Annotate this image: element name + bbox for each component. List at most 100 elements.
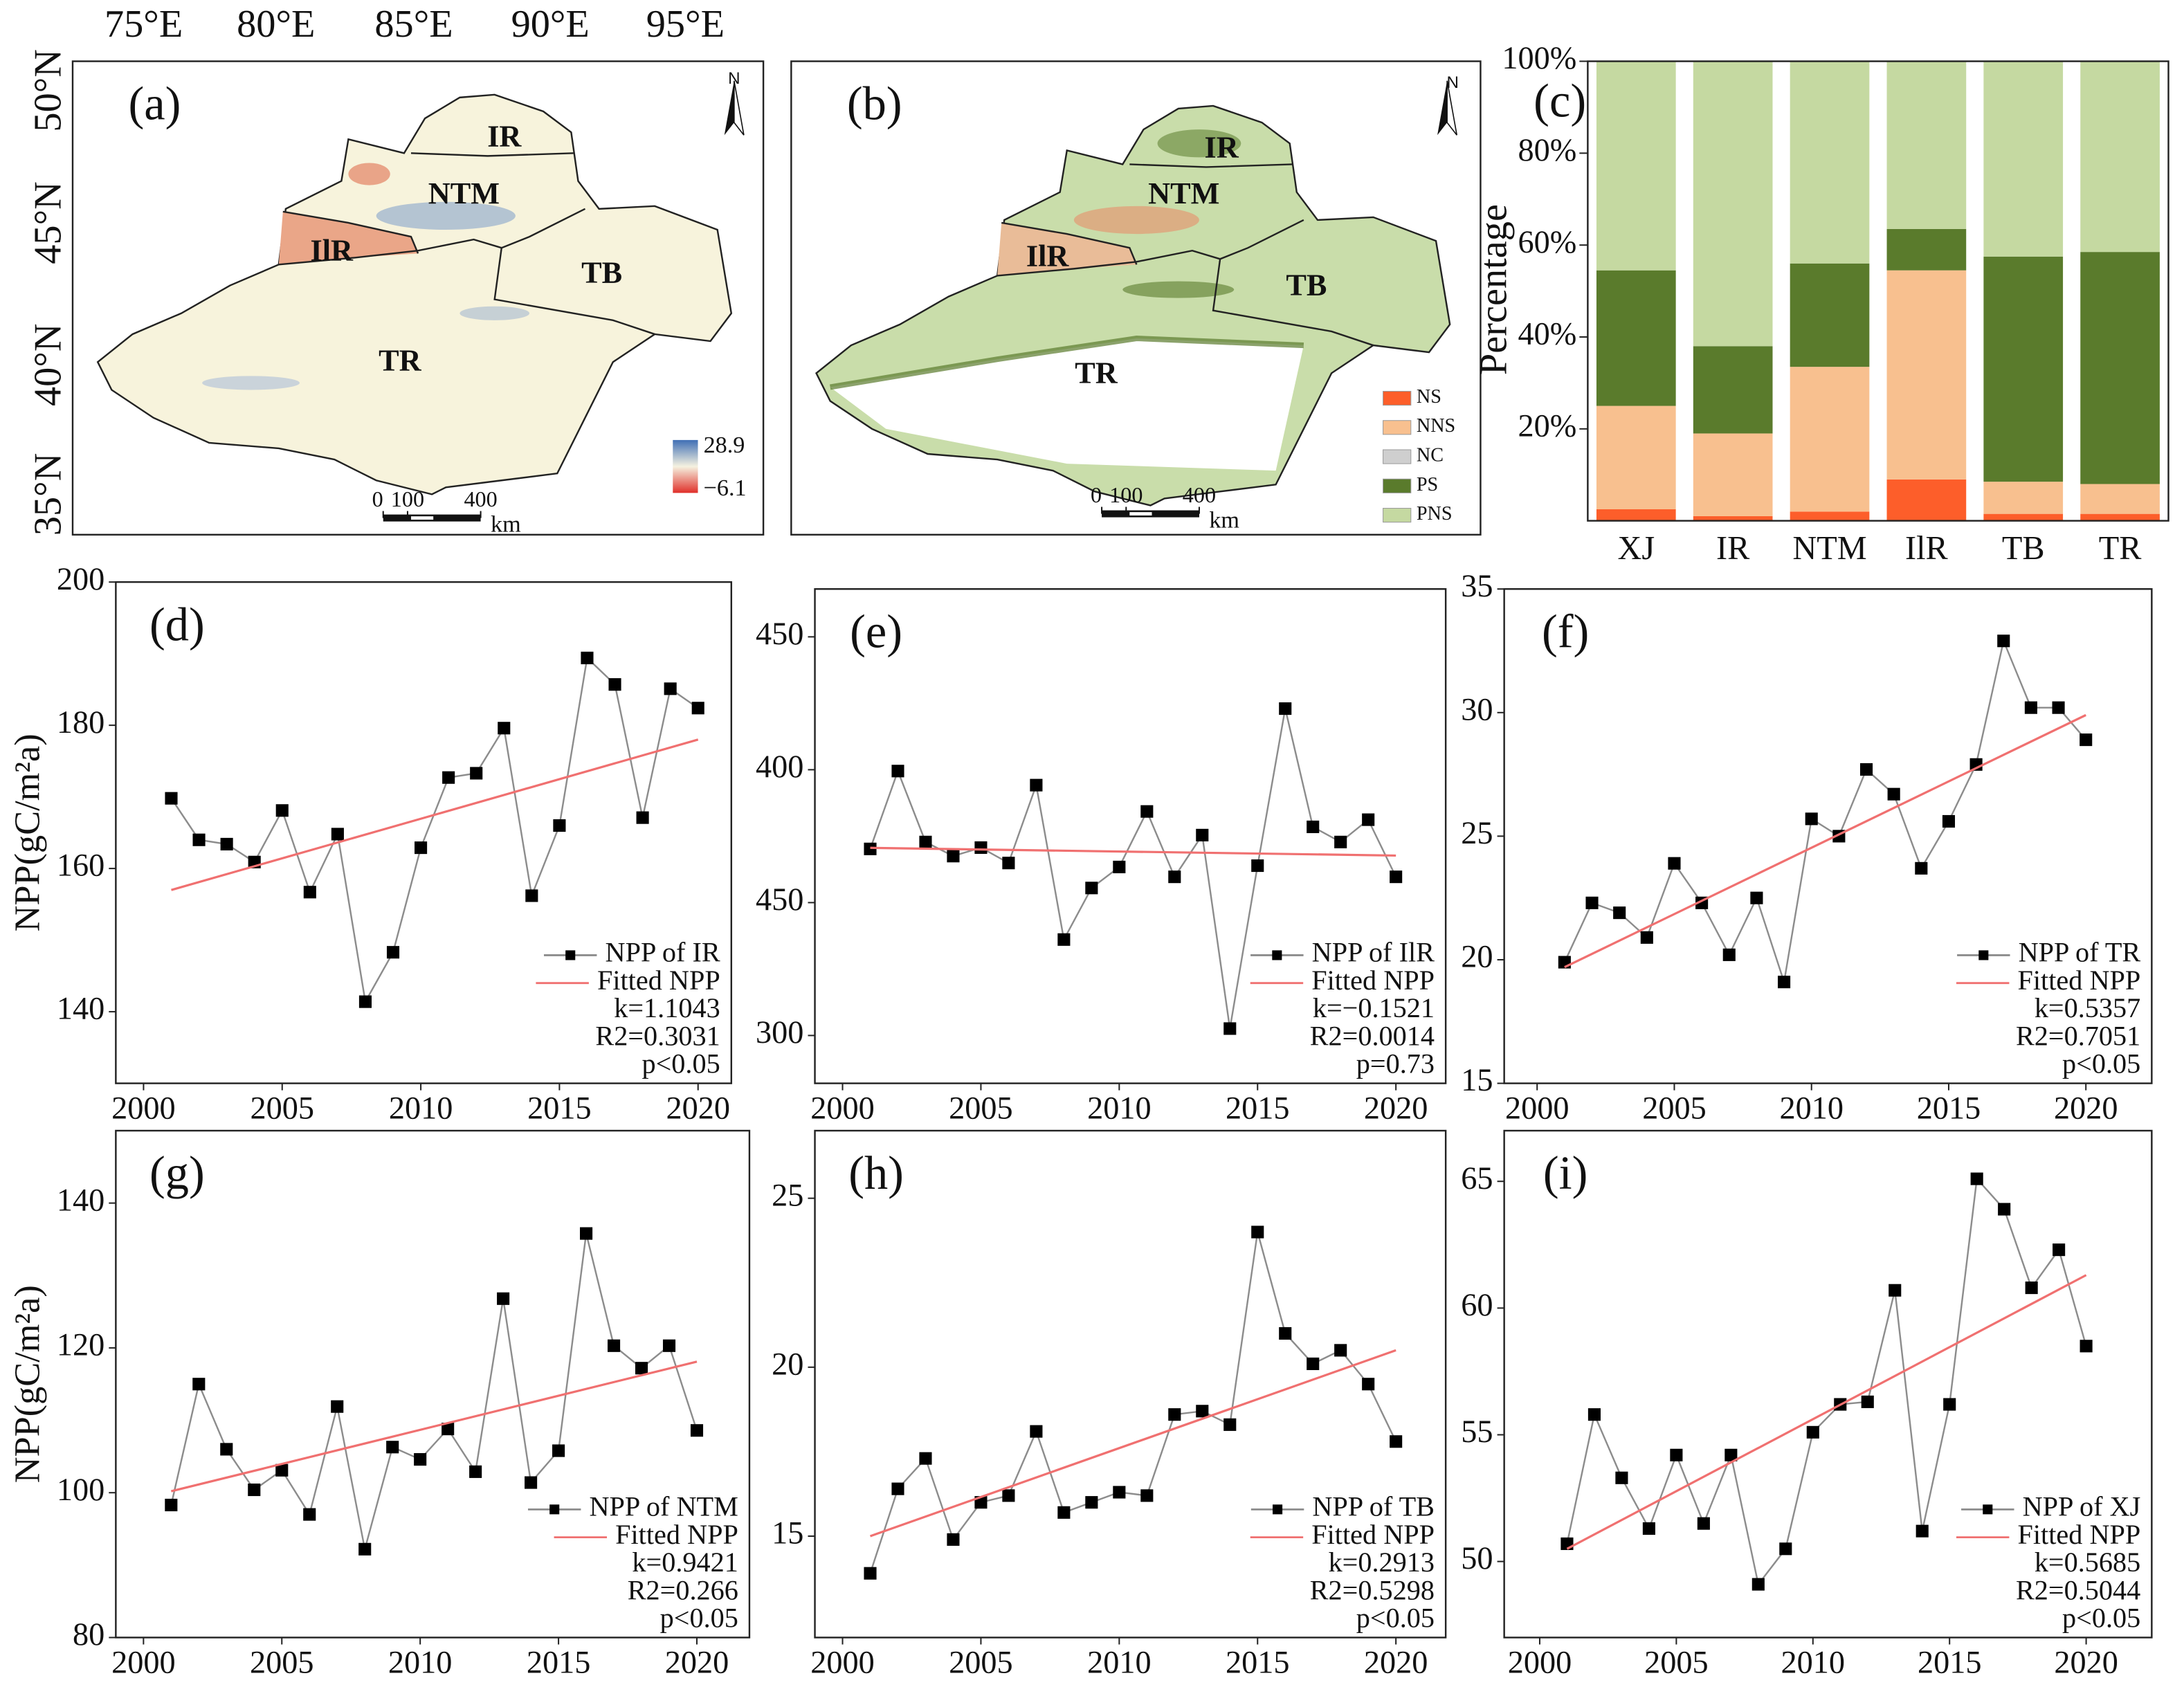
annotation: p<0.05 — [641, 1048, 720, 1079]
data-point — [891, 765, 904, 778]
y-tick-label: 20% — [1518, 408, 1576, 444]
y-tick-label: 60% — [1518, 225, 1576, 260]
x-tick-label: 2010 — [388, 1645, 453, 1680]
annotation: p=0.73 — [1356, 1048, 1435, 1079]
data-point — [1997, 635, 2010, 648]
data-point — [581, 651, 594, 664]
lon-label: 95°E — [646, 3, 725, 46]
bar-segment — [1983, 482, 2064, 514]
data-point — [1002, 1489, 1015, 1502]
north-label: N — [728, 69, 740, 88]
patch — [1157, 129, 1241, 158]
y-tick-label: 450 — [756, 617, 803, 652]
data-point — [1085, 1496, 1098, 1509]
data-point — [358, 995, 372, 1008]
data-point — [1390, 870, 1403, 884]
data-point — [1915, 1524, 1929, 1538]
data-point — [691, 702, 704, 715]
region-fill — [278, 211, 419, 265]
data-point — [1362, 813, 1375, 826]
lat-label: 40°N — [27, 323, 70, 406]
data-point — [1002, 857, 1015, 870]
data-point — [2080, 1340, 2093, 1353]
fit-line — [1564, 713, 2086, 969]
y-tick-label: 25 — [1461, 816, 1493, 851]
panel-label: (g) — [149, 1147, 205, 1199]
region-label: IlR — [1026, 239, 1070, 273]
y-tick-label: 140 — [57, 992, 104, 1027]
y-tick-label: 20 — [772, 1347, 803, 1382]
legend-label: NS — [1417, 386, 1441, 408]
data-point — [1196, 828, 1209, 841]
legend-label: NC — [1417, 445, 1444, 466]
legend-label: Fitted NPP — [2018, 1519, 2141, 1550]
legend-swatch — [565, 950, 576, 960]
y-tick-label: 80% — [1518, 133, 1576, 168]
data-point — [1722, 948, 1736, 961]
data-point — [1057, 933, 1071, 946]
x-tick-label: 2005 — [1642, 1091, 1707, 1126]
data-point — [497, 1292, 510, 1305]
bar-segment — [2080, 252, 2160, 484]
plot-frame — [115, 1129, 751, 1639]
y-axis-label: Percentage — [1473, 204, 1516, 375]
data-point — [1779, 1542, 1792, 1556]
panel-label: (f) — [1542, 605, 1589, 657]
data-point — [690, 1424, 704, 1437]
scale-label: 0 — [372, 486, 383, 511]
x-tick-label: 2000 — [1505, 1091, 1569, 1126]
y-tick-label: 35 — [1461, 569, 1493, 604]
legend-label: Fitted NPP — [1311, 1519, 1435, 1550]
plot-frame — [1503, 1129, 2153, 1639]
data-point — [1998, 1203, 2011, 1216]
patch — [376, 201, 516, 230]
panel-label: (b) — [847, 77, 902, 130]
region-label: TR — [1075, 356, 1118, 390]
bar-segment — [1790, 263, 1870, 367]
desert — [830, 338, 1304, 471]
legend-label: Fitted NPP — [615, 1519, 738, 1550]
x-tick-label: 2005 — [250, 1645, 314, 1680]
data-point — [1750, 891, 1763, 904]
data-point — [275, 1464, 289, 1477]
region-label: TB — [581, 256, 622, 290]
x-tick-label: XJ — [1617, 530, 1655, 567]
legend-label: PS — [1417, 474, 1438, 495]
x-tick-label: 2015 — [1918, 1645, 1982, 1680]
annotation: k=0.2913 — [1329, 1547, 1435, 1578]
map-b — [790, 60, 1482, 536]
patch — [459, 306, 530, 320]
data-point — [1889, 1284, 1902, 1297]
data-point — [2080, 733, 2093, 747]
data-point — [919, 1452, 932, 1465]
bar-segment — [1693, 346, 1773, 434]
legend-swatch — [1383, 507, 1412, 523]
scale-label: 100 — [1109, 482, 1143, 507]
colorbar — [673, 439, 698, 493]
x-tick-label: 2005 — [949, 1645, 1013, 1680]
data-point — [414, 1453, 427, 1466]
data-point — [192, 1378, 206, 1391]
x-tick-label: 2020 — [1364, 1091, 1428, 1126]
legend-label: NNS — [1417, 415, 1455, 437]
legend-swatch — [1383, 420, 1412, 435]
data-point — [1307, 820, 1320, 834]
data-point — [1587, 1408, 1601, 1421]
data-point — [635, 1362, 648, 1375]
annotation: p<0.05 — [1356, 1603, 1435, 1634]
legend-label: NPP of NTM — [590, 1491, 738, 1522]
data-point — [664, 682, 677, 695]
y-tick-label: 100 — [57, 1472, 104, 1508]
x-tick-label: 2000 — [1508, 1645, 1572, 1680]
x-tick-label: 2020 — [2054, 1091, 2118, 1126]
data-point — [580, 1227, 593, 1240]
data-point — [1030, 778, 1043, 792]
data-point — [1113, 1486, 1126, 1499]
legend-swatch — [549, 1504, 560, 1515]
region-fill — [997, 222, 1137, 276]
data-point — [1887, 787, 1900, 801]
bar-segment — [1983, 256, 2064, 482]
data-point — [1196, 1405, 1209, 1418]
